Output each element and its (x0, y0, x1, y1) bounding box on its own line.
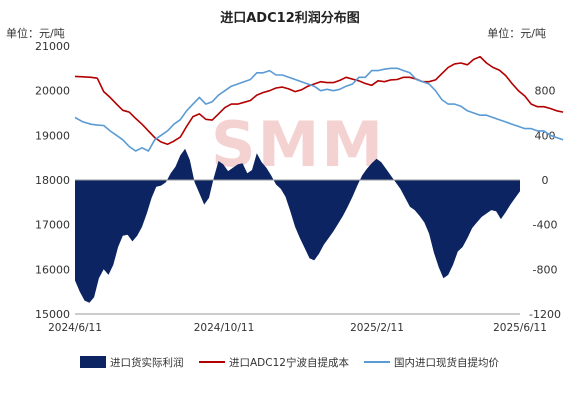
series-cost-line (74, 55, 564, 146)
left-tick-label: 21000 (35, 40, 70, 53)
left-tick-label: 16000 (35, 263, 70, 276)
series-price-line (74, 67, 564, 152)
chart-title: 进口ADC12利润分布图 (220, 10, 359, 26)
left-tick-label: 17000 (35, 219, 70, 232)
right-tick-label: -1200 (529, 308, 561, 321)
legend-label-cost: 进口ADC12宁波自提成本 (229, 356, 349, 369)
legend-label-profit: 进口货实际利润 (110, 356, 184, 369)
legend-label-price: 国内进口现货自提均价 (394, 356, 499, 369)
x-tick-label: 2024/10/11 (194, 322, 255, 334)
legend-swatch-profit (80, 356, 106, 368)
left-tick-label: 15000 (35, 308, 70, 321)
series-profit-area (75, 148, 520, 303)
right-axis-unit: 单位：元/吨 (487, 26, 546, 40)
right-tick-label: 800 (535, 85, 556, 98)
right-tick-label: -400 (533, 219, 558, 232)
left-tick-label: 19000 (35, 129, 70, 142)
left-axis-unit: 单位：元/吨 (6, 26, 65, 40)
right-tick-label: 400 (535, 129, 556, 142)
x-tick-label: 2025/6/11 (493, 322, 547, 334)
right-tick-label: -800 (533, 263, 558, 276)
right-tick-label: 0 (542, 174, 549, 187)
left-tick-label: 18000 (35, 174, 70, 187)
left-tick-label: 20000 (35, 85, 70, 98)
x-tick-label: 2025/2/11 (350, 322, 404, 334)
x-tick-label: 2024/6/11 (48, 322, 102, 334)
